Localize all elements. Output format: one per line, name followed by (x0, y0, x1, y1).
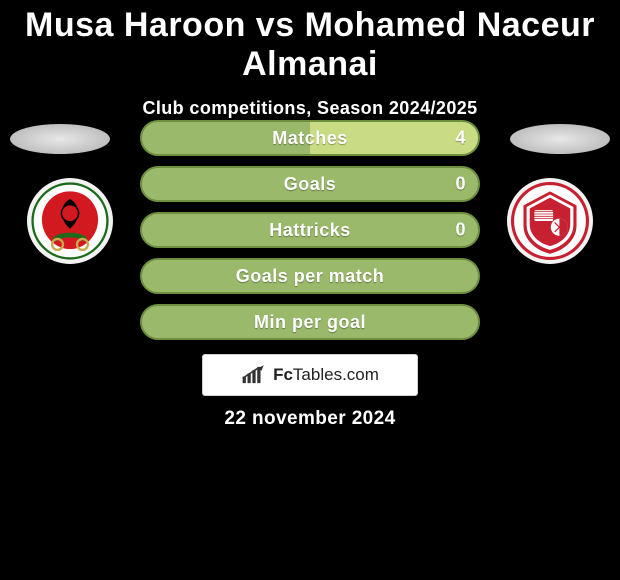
left-club-crest (27, 178, 113, 264)
stat-value-right: 0 (455, 174, 466, 195)
bar-chart-icon (241, 365, 267, 385)
brand-text: FcTables.com (273, 365, 379, 385)
stat-row: Hattricks 0 (140, 212, 480, 248)
stat-label: Goals (284, 174, 337, 195)
stat-label: Goals per match (236, 266, 385, 287)
stat-value-right: 0 (455, 220, 466, 241)
page-subtitle: Club competitions, Season 2024/2025 (0, 84, 620, 119)
stat-label: Hattricks (269, 220, 351, 241)
stat-value-right: 4 (455, 128, 466, 149)
right-club-crest-icon (511, 182, 589, 260)
brand-box: FcTables.com (202, 354, 418, 396)
stats-list: Matches 4 Goals 0 Hattricks 0 Goals per match M… (140, 120, 480, 340)
stat-row: Matches 4 (140, 120, 480, 156)
brand-prefix: Fc (273, 365, 293, 384)
right-player-avatar-placeholder (510, 124, 610, 154)
right-club-crest (507, 178, 593, 264)
left-club-crest-icon (31, 182, 109, 260)
brand-main: Tables (293, 365, 342, 384)
stat-row: Goals 0 (140, 166, 480, 202)
left-player-avatar-placeholder (10, 124, 110, 154)
brand-suffix: .com (342, 365, 379, 384)
stat-row: Goals per match (140, 258, 480, 294)
snapshot-date: 22 november 2024 (0, 408, 620, 430)
stat-label: Min per goal (254, 312, 366, 333)
stat-label: Matches (272, 128, 348, 149)
stat-row: Min per goal (140, 304, 480, 340)
page-title: Musa Haroon vs Mohamed Naceur Almanai (0, 0, 620, 84)
